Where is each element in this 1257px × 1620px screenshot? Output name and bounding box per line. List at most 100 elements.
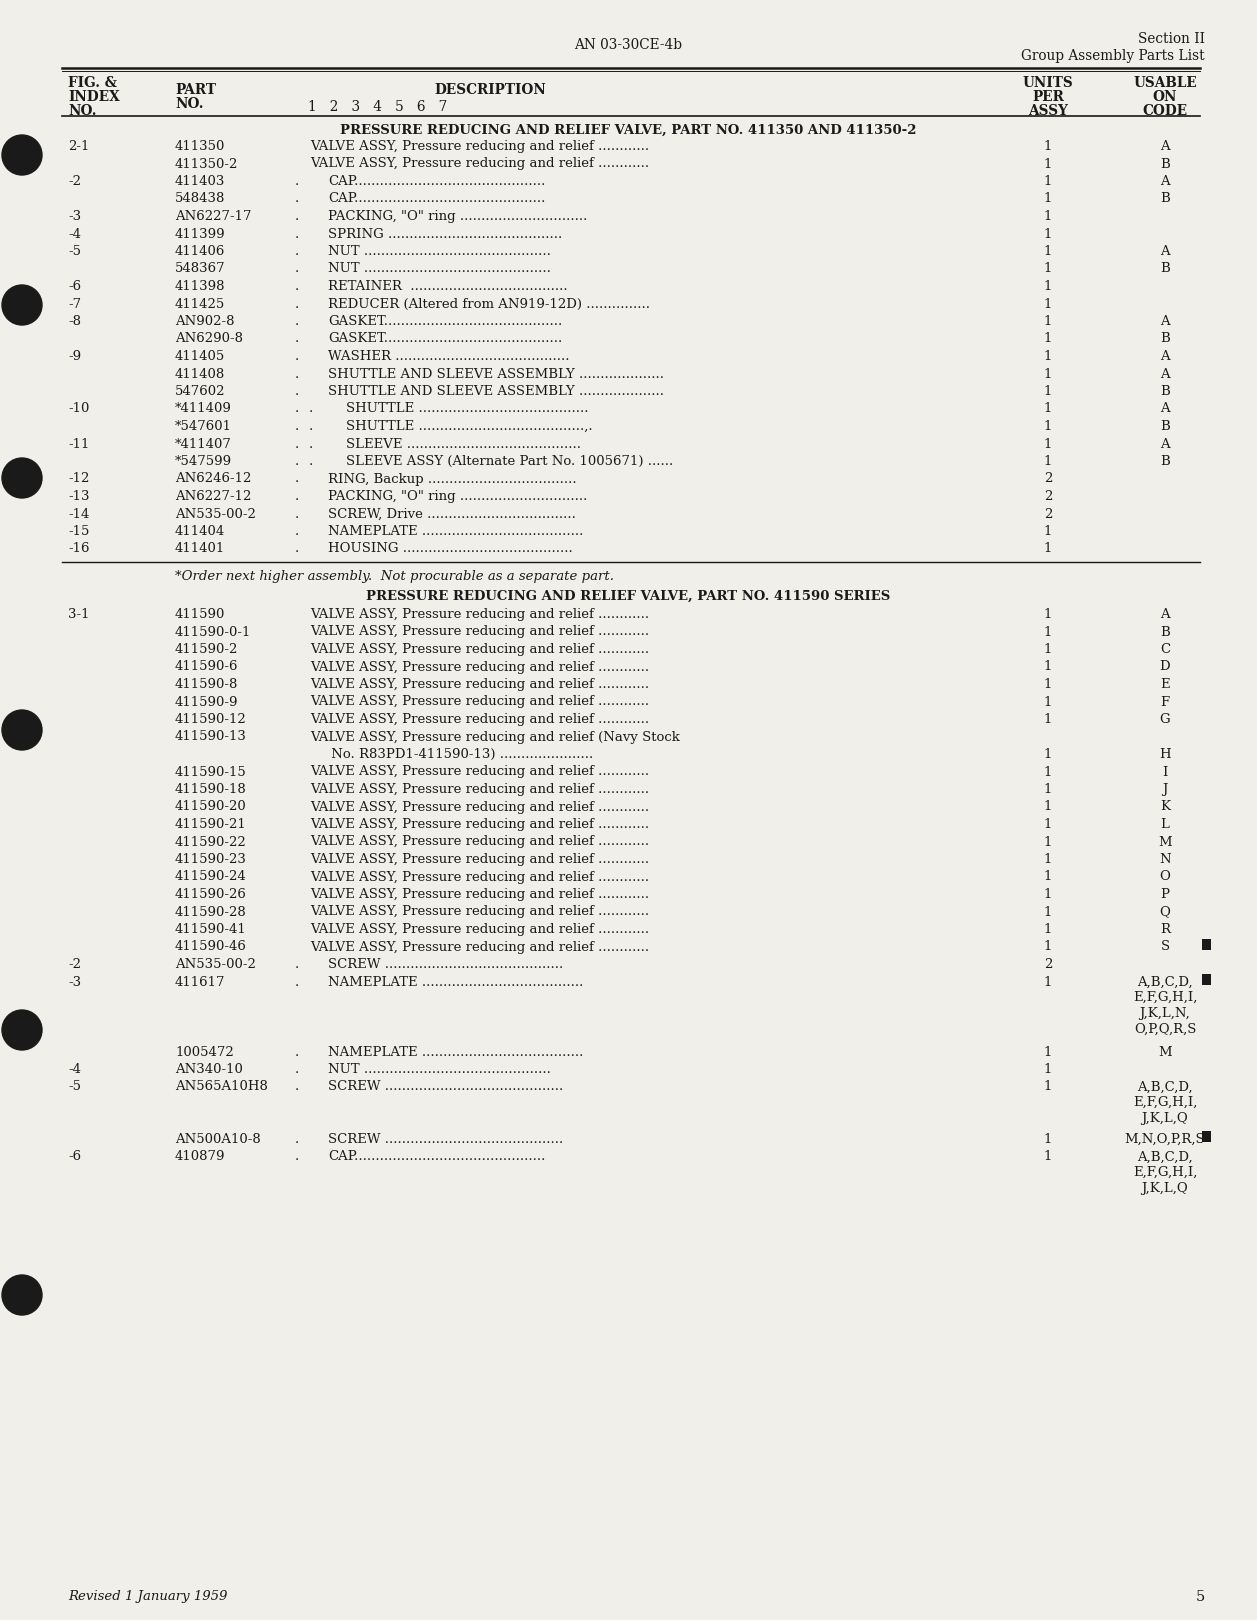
Text: B: B (1160, 193, 1170, 206)
Text: VALVE ASSY, Pressure reducing and relief ............: VALVE ASSY, Pressure reducing and relief… (310, 906, 649, 919)
Text: A: A (1160, 175, 1170, 188)
Text: VALVE ASSY, Pressure reducing and relief ............: VALVE ASSY, Pressure reducing and relief… (310, 695, 649, 708)
Text: B: B (1160, 332, 1170, 345)
Text: Q: Q (1159, 906, 1170, 919)
Text: 2: 2 (1043, 489, 1052, 502)
Text: .: . (295, 298, 299, 311)
Text: AN902-8: AN902-8 (175, 314, 235, 327)
Text: VALVE ASSY, Pressure reducing and relief ............: VALVE ASSY, Pressure reducing and relief… (310, 766, 649, 779)
Text: A: A (1160, 139, 1170, 152)
Text: VALVE ASSY, Pressure reducing and relief ............: VALVE ASSY, Pressure reducing and relief… (310, 679, 649, 692)
Text: 411590-9: 411590-9 (175, 695, 239, 708)
Text: 1: 1 (1043, 262, 1052, 275)
Text: AN6246-12: AN6246-12 (175, 473, 251, 486)
Text: 411590-6: 411590-6 (175, 661, 239, 674)
Text: A,B,C,D,: A,B,C,D, (1138, 1081, 1193, 1094)
Text: VALVE ASSY, Pressure reducing and relief ............: VALVE ASSY, Pressure reducing and relief… (310, 888, 649, 901)
Text: SHUTTLE AND SLEEVE ASSEMBLY ....................: SHUTTLE AND SLEEVE ASSEMBLY ............… (328, 386, 664, 399)
Text: Section II: Section II (1138, 32, 1205, 45)
Circle shape (3, 710, 41, 750)
Text: S: S (1160, 941, 1169, 954)
Text: VALVE ASSY, Pressure reducing and relief ............: VALVE ASSY, Pressure reducing and relief… (310, 941, 649, 954)
Circle shape (3, 458, 41, 497)
Text: CAP.............................................: CAP.....................................… (328, 175, 546, 188)
Text: -7: -7 (68, 298, 82, 311)
Text: C: C (1160, 643, 1170, 656)
Text: 1: 1 (1043, 543, 1052, 556)
Text: .: . (295, 280, 299, 293)
Text: I: I (1163, 766, 1168, 779)
Text: .: . (295, 1132, 299, 1145)
Text: .: . (295, 211, 299, 224)
Text: K: K (1160, 800, 1170, 813)
Text: -11: -11 (68, 437, 89, 450)
Text: -8: -8 (68, 314, 80, 327)
Text: VALVE ASSY, Pressure reducing and relief ............: VALVE ASSY, Pressure reducing and relief… (310, 661, 649, 674)
Text: 2-1: 2-1 (68, 139, 89, 152)
Text: 411590-12: 411590-12 (175, 713, 246, 726)
Text: A,B,C,D,: A,B,C,D, (1138, 1150, 1193, 1163)
Text: 1: 1 (1043, 1132, 1052, 1145)
Text: 1: 1 (1043, 941, 1052, 954)
Text: NAMEPLATE ......................................: NAMEPLATE ..............................… (328, 525, 583, 538)
Text: 1: 1 (1043, 695, 1052, 708)
Text: GASKET..........................................: GASKET..................................… (328, 314, 562, 327)
Text: 411590-0-1: 411590-0-1 (175, 625, 251, 638)
Circle shape (3, 1275, 41, 1315)
Text: 1: 1 (1043, 1045, 1052, 1058)
Text: -10: -10 (68, 402, 89, 415)
Text: 1: 1 (1043, 643, 1052, 656)
Text: VALVE ASSY, Pressure reducing and relief ............: VALVE ASSY, Pressure reducing and relief… (310, 782, 649, 795)
Text: RETAINER  .....................................: RETAINER ...............................… (328, 280, 568, 293)
Text: AN340-10: AN340-10 (175, 1063, 243, 1076)
Text: PER: PER (1032, 91, 1063, 104)
Text: CAP.............................................: CAP.....................................… (328, 193, 546, 206)
Text: 411399: 411399 (175, 227, 225, 240)
Text: VALVE ASSY, Pressure reducing and relief ............: VALVE ASSY, Pressure reducing and relief… (310, 643, 649, 656)
Text: REDUCER (Altered from AN919-12D) ...............: REDUCER (Altered from AN919-12D) .......… (328, 298, 650, 311)
Text: M,N,O,P,R,S: M,N,O,P,R,S (1125, 1132, 1205, 1145)
Text: .: . (295, 1081, 299, 1094)
Text: B: B (1160, 420, 1170, 433)
Text: 411590: 411590 (175, 608, 225, 620)
Text: .: . (295, 227, 299, 240)
Text: 1: 1 (1043, 1150, 1052, 1163)
Text: 1: 1 (1043, 800, 1052, 813)
Text: .: . (295, 1045, 299, 1058)
Text: 411404: 411404 (175, 525, 225, 538)
Text: *411409: *411409 (175, 402, 231, 415)
Text: WASHER .........................................: WASHER .................................… (328, 350, 569, 363)
Text: SCREW, Drive ...................................: SCREW, Drive ...........................… (328, 507, 576, 520)
Text: 1: 1 (1043, 437, 1052, 450)
Text: F: F (1160, 695, 1169, 708)
Text: .: . (295, 455, 299, 468)
Text: .: . (295, 368, 299, 381)
Text: RING, Backup ...................................: RING, Backup ...........................… (328, 473, 577, 486)
Text: PRESSURE REDUCING AND RELIEF VALVE, PART NO. 411350 AND 411350-2: PRESSURE REDUCING AND RELIEF VALVE, PART… (339, 125, 916, 138)
Text: PRESSURE REDUCING AND RELIEF VALVE, PART NO. 411590 SERIES: PRESSURE REDUCING AND RELIEF VALVE, PART… (366, 590, 890, 603)
Text: .: . (309, 437, 313, 450)
Text: -2: -2 (68, 175, 80, 188)
Text: B: B (1160, 262, 1170, 275)
Text: .: . (295, 245, 299, 258)
Text: 411617: 411617 (175, 975, 225, 988)
Text: 5: 5 (1195, 1589, 1205, 1604)
Text: 411405: 411405 (175, 350, 225, 363)
Text: SCREW ..........................................: SCREW ..................................… (328, 957, 563, 970)
Text: SLEEVE ASSY (Alternate Part No. 1005671) ......: SLEEVE ASSY (Alternate Part No. 1005671)… (346, 455, 674, 468)
Text: -5: -5 (68, 1081, 80, 1094)
Text: HOUSING ........................................: HOUSING ................................… (328, 543, 573, 556)
Text: FIG. &: FIG. & (68, 76, 117, 91)
Text: NO.: NO. (175, 97, 204, 112)
Text: A: A (1160, 245, 1170, 258)
Text: -2: -2 (68, 957, 80, 970)
Text: .: . (295, 350, 299, 363)
Text: NO.: NO. (68, 104, 97, 118)
Text: A: A (1160, 314, 1170, 327)
Text: -3: -3 (68, 975, 82, 988)
Text: .: . (295, 420, 299, 433)
Text: VALVE ASSY, Pressure reducing and relief ............: VALVE ASSY, Pressure reducing and relief… (310, 854, 649, 867)
Text: E: E (1160, 679, 1170, 692)
Text: NUT ............................................: NUT ....................................… (328, 245, 551, 258)
Text: 1: 1 (1043, 280, 1052, 293)
